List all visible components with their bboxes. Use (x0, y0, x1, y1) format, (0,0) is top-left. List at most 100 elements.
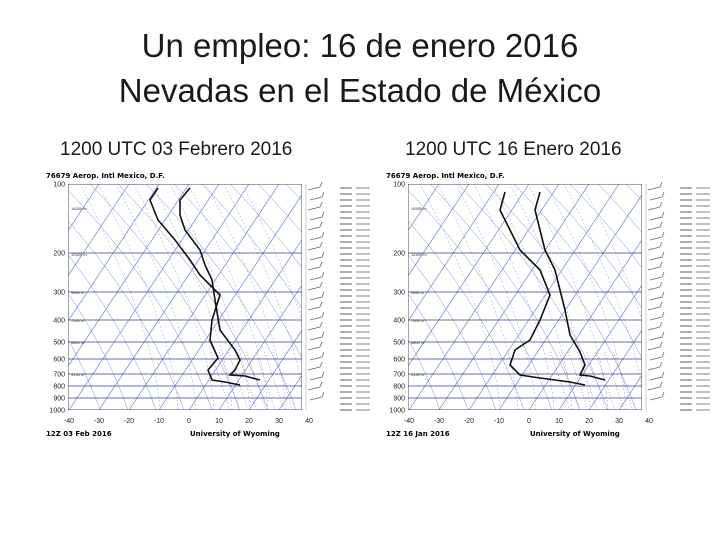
temperature-tick-label: -20 (124, 418, 134, 425)
moist-adiabat (563, 184, 642, 393)
wind-barb (309, 236, 323, 241)
isotherm-line (68, 184, 160, 322)
dry-adiabat (408, 189, 553, 410)
wind-barb-flag (659, 301, 663, 308)
moist-adiabat (223, 184, 302, 393)
temperature-profile (534, 191, 606, 381)
moist-adiabat (151, 184, 233, 410)
temperature-tick-label: 40 (645, 418, 653, 425)
pressure-tick-label: 300 (53, 290, 65, 297)
wind-barb-flag (659, 321, 663, 328)
wind-barb (309, 316, 323, 321)
height-label: 9660 m (411, 290, 425, 295)
wind-barb-flag (659, 361, 663, 368)
isotherm-line (709, 184, 720, 410)
moist-adiabat (581, 184, 642, 321)
skewt-plot: 16550 m 12400 m 9660 m 7500 m 5800 m 3140 m 7… (46, 172, 370, 438)
pressure-tick-label: 300 (393, 290, 405, 297)
dry-adiabat (408, 254, 497, 410)
height-label: 12400 m (411, 252, 427, 257)
wind-barb (649, 296, 663, 301)
moist-adiabat (241, 184, 302, 321)
wind-barb-flag (319, 221, 323, 228)
wind-barb (307, 286, 321, 291)
dewpoint-profile (499, 191, 586, 386)
moist-adiabat (187, 184, 269, 410)
pressure-tick-label: 700 (393, 372, 405, 379)
wind-barb-flag (661, 371, 665, 378)
isotherm-line (408, 184, 560, 410)
wind-barb (649, 256, 663, 261)
height-label: 7500 m (411, 318, 425, 323)
wind-barb (649, 376, 663, 381)
pressure-tick-label: 400 (393, 318, 405, 325)
wind-barb-flag (659, 201, 663, 208)
pressure-tick-label: 600 (53, 357, 65, 364)
isotherm-line (68, 184, 130, 277)
isotherm-line (248, 329, 302, 410)
wind-barb-flag (659, 261, 663, 268)
dry-adiabat (68, 220, 185, 410)
height-label: 7500 m (71, 318, 85, 323)
height-label: 12400 m (71, 252, 87, 257)
moist-adiabat (455, 184, 537, 410)
wind-barb (307, 226, 321, 231)
isotherm-line (68, 184, 190, 367)
temperature-tick-label: -40 (404, 418, 414, 425)
wind-barb (649, 236, 663, 241)
temperature-tick-label: 40 (305, 418, 313, 425)
wind-barb (307, 246, 321, 251)
pressure-tick-label: 400 (53, 318, 65, 325)
height-label: 5800 m (71, 340, 85, 345)
dry-adiabat (89, 184, 241, 410)
dry-adiabat (408, 220, 525, 410)
wind-barb (649, 336, 663, 341)
temperature-tick-label: 30 (275, 418, 283, 425)
wind-barb (647, 246, 661, 251)
dewpoint-profile (149, 187, 241, 386)
wind-barb (647, 326, 661, 331)
pressure-tick-label: 900 (393, 396, 405, 403)
pressure-tick-label: 700 (53, 372, 65, 379)
pressure-tick-label: 1000 (389, 408, 405, 415)
dry-adiabat (429, 184, 581, 410)
dry-adiabat (408, 338, 441, 410)
wind-barb (309, 356, 323, 361)
credit-label: University of Wyoming (190, 430, 280, 438)
wind-barb (307, 206, 321, 211)
pressure-tick-label: 200 (53, 251, 65, 258)
wind-barb (647, 386, 661, 391)
wind-barb (307, 326, 321, 331)
caption-left: 1200 UTC 03 Febrero 2016 (60, 139, 293, 160)
temperature-tick-label: 30 (615, 418, 623, 425)
plot-frame (68, 184, 302, 410)
slide-title-line-2: Nevadas en el Estado de México (118, 72, 602, 109)
caption-right: 1200 UTC 16 Enero 2016 (405, 139, 622, 160)
wind-barb-flag (659, 221, 663, 228)
wind-barb (307, 366, 321, 371)
dry-adiabat (257, 184, 302, 233)
isotherm-line (68, 184, 100, 232)
isotherm-line (438, 184, 590, 410)
moist-adiabat (491, 184, 573, 410)
wind-barb (649, 396, 663, 401)
wind-barb-flag (319, 361, 323, 368)
moist-adiabat (419, 184, 501, 410)
wind-barb (649, 316, 663, 321)
station-header: 76679 Aerop. Intl Mexico, D.F. (46, 172, 165, 180)
wind-barb (307, 186, 321, 191)
wind-barb (307, 386, 321, 391)
wind-barb (649, 216, 663, 221)
wind-barb-flag (321, 191, 325, 198)
skewt-diagram-right: 16550 m 12400 m 9660 m 7500 m 5800 m 3140 m 7… (380, 170, 720, 440)
wind-barb-flag (321, 391, 325, 398)
temperature-tick-label: -30 (94, 418, 104, 425)
dry-adiabat (597, 184, 642, 233)
moist-adiabat (169, 184, 251, 410)
wind-barb-flag (659, 181, 663, 188)
isotherm-line (408, 184, 500, 322)
pressure-tick-label: 100 (53, 182, 65, 189)
temperature-tick-label: -20 (464, 418, 474, 425)
isotherm-line (588, 329, 642, 410)
pressure-tick-label: 1000 (49, 408, 65, 415)
